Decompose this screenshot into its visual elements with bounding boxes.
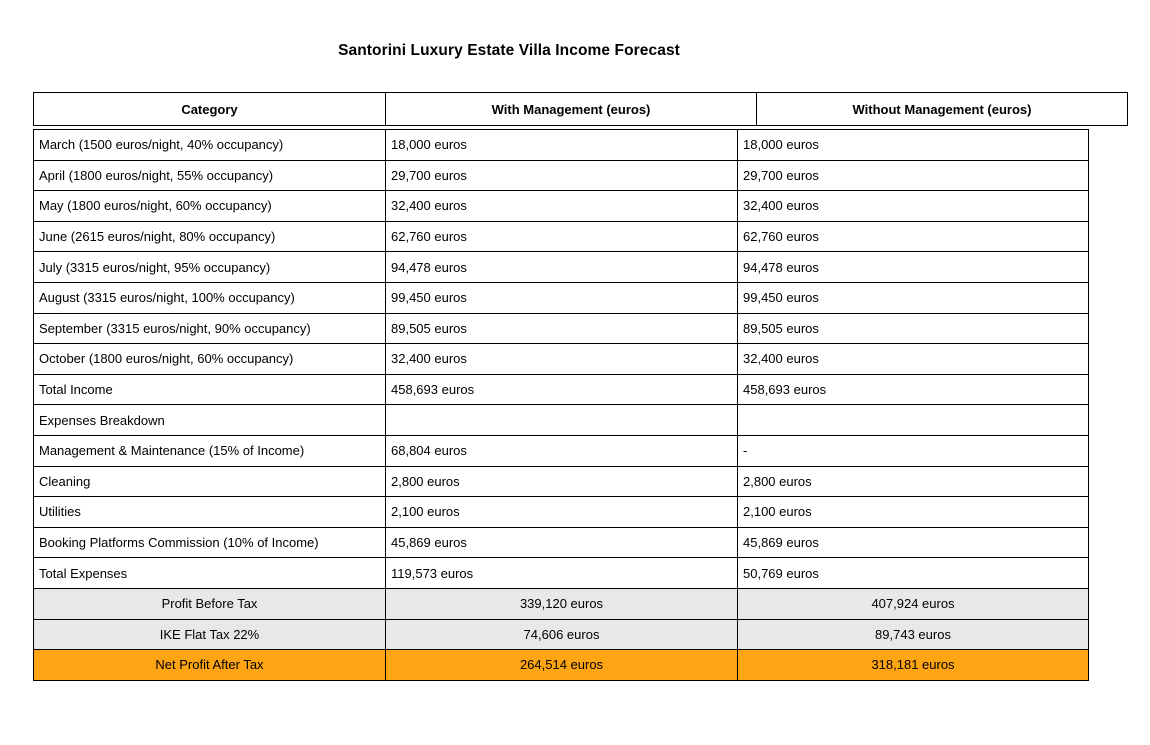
table-row: June (2615 euros/night, 80% occupancy) 62… xyxy=(33,220,1089,253)
table-row: May (1800 euros/night, 60% occupancy) 32,… xyxy=(33,190,1089,222)
without-management-cell: 94,478 euros xyxy=(737,251,1089,283)
without-management-cell: 45,869 euros xyxy=(737,526,1089,559)
with-management-cell: 29,700 euros xyxy=(385,159,738,192)
without-management-cell: 99,450 euros xyxy=(737,281,1089,314)
category-cell: April (1800 euros/night, 55% occupancy) xyxy=(33,159,386,192)
with-management-cell: 74,606 euros xyxy=(385,618,738,651)
table-row: October (1800 euros/night, 60% occupancy… xyxy=(33,343,1089,375)
with-management-cell: 458,693 euros xyxy=(385,373,738,406)
table-row: Booking Platforms Commission (10% of Inc… xyxy=(33,526,1089,559)
without-management-cell: 29,700 euros xyxy=(737,159,1089,192)
page-title: Santorini Luxury Estate Villa Income For… xyxy=(338,42,680,59)
column-header-category: Category xyxy=(33,92,386,126)
table-row: March (1500 euros/night, 40% occupancy) 1… xyxy=(33,129,1089,161)
with-management-cell: 89,505 euros xyxy=(385,312,738,345)
without-management-cell: 2,800 euros xyxy=(737,465,1089,498)
with-management-cell: 32,400 euros xyxy=(385,190,738,222)
table-row: July (3315 euros/night, 95% occupancy) 94… xyxy=(33,251,1089,283)
with-management-cell: 32,400 euros xyxy=(385,343,738,375)
table-row: Expenses Breakdown xyxy=(33,404,1089,436)
without-management-cell: 89,505 euros xyxy=(737,312,1089,345)
category-cell: May (1800 euros/night, 60% occupancy) xyxy=(33,190,386,222)
column-header-with-management: With Management (euros) xyxy=(385,92,757,126)
category-cell: Profit Before Tax xyxy=(33,587,386,620)
table-row: Total Income 458,693 euros 458,693 euros xyxy=(33,373,1089,406)
category-cell: Expenses Breakdown xyxy=(33,404,386,436)
without-management-cell: 89,743 euros xyxy=(737,618,1089,651)
without-management-cell: 407,924 euros xyxy=(737,587,1089,620)
with-management-cell: 68,804 euros xyxy=(385,434,738,467)
category-cell: September (3315 euros/night, 90% occupan… xyxy=(33,312,386,345)
without-management-cell: - xyxy=(737,434,1089,467)
table-row: Management & Maintenance (15% of Income)… xyxy=(33,434,1089,467)
without-management-cell: 18,000 euros xyxy=(737,129,1089,161)
table-row: Utilities 2,100 euros 2,100 euros xyxy=(33,496,1089,528)
with-management-cell xyxy=(385,404,738,436)
without-management-cell: 62,760 euros xyxy=(737,220,1089,253)
with-management-cell: 18,000 euros xyxy=(385,129,738,161)
with-management-cell: 2,100 euros xyxy=(385,496,738,528)
with-management-cell: 264,514 euros xyxy=(385,649,738,681)
with-management-cell: 45,869 euros xyxy=(385,526,738,559)
category-cell: March (1500 euros/night, 40% occupancy) xyxy=(33,129,386,161)
category-cell: June (2615 euros/night, 80% occupancy) xyxy=(33,220,386,253)
without-management-cell: 318,181 euros xyxy=(737,649,1089,681)
category-cell: Total Income xyxy=(33,373,386,406)
category-cell: IKE Flat Tax 22% xyxy=(33,618,386,651)
table-row: September (3315 euros/night, 90% occupan… xyxy=(33,312,1089,345)
income-table-header: Category With Management (euros) Without… xyxy=(33,92,1128,126)
income-table: March (1500 euros/night, 40% occupancy) 1… xyxy=(33,129,1089,681)
category-cell: August (3315 euros/night, 100% occupancy… xyxy=(33,281,386,314)
table-row: April (1800 euros/night, 55% occupancy) 2… xyxy=(33,159,1089,192)
table-row: IKE Flat Tax 22% 74,606 euros 89,743 euros xyxy=(33,618,1089,651)
table-row: Net Profit After Tax 264,514 euros 318,181… xyxy=(33,649,1089,681)
category-cell: Booking Platforms Commission (10% of Inc… xyxy=(33,526,386,559)
without-management-cell xyxy=(737,404,1089,436)
income-table-body: March (1500 euros/night, 40% occupancy) 1… xyxy=(33,129,1089,681)
with-management-cell: 62,760 euros xyxy=(385,220,738,253)
category-cell: October (1800 euros/night, 60% occupancy… xyxy=(33,343,386,375)
category-cell: July (3315 euros/night, 95% occupancy) xyxy=(33,251,386,283)
without-management-cell: 458,693 euros xyxy=(737,373,1089,406)
category-cell: Total Expenses xyxy=(33,557,386,589)
column-header-without-management: Without Management (euros) xyxy=(756,92,1128,126)
with-management-cell: 119,573 euros xyxy=(385,557,738,589)
table-row: August (3315 euros/night, 100% occupancy… xyxy=(33,281,1089,314)
without-management-cell: 2,100 euros xyxy=(737,496,1089,528)
table-row: Profit Before Tax 339,120 euros 407,924 eu… xyxy=(33,587,1089,620)
without-management-cell: 32,400 euros xyxy=(737,343,1089,375)
with-management-cell: 94,478 euros xyxy=(385,251,738,283)
category-cell: Utilities xyxy=(33,496,386,528)
with-management-cell: 99,450 euros xyxy=(385,281,738,314)
table-row: Total Expenses 119,573 euros 50,769 euros xyxy=(33,557,1089,589)
with-management-cell: 2,800 euros xyxy=(385,465,738,498)
without-management-cell: 50,769 euros xyxy=(737,557,1089,589)
table-row: Cleaning 2,800 euros 2,800 euros xyxy=(33,465,1089,498)
category-cell: Cleaning xyxy=(33,465,386,498)
category-cell: Net Profit After Tax xyxy=(33,649,386,681)
header-row: Category With Management (euros) Without… xyxy=(33,92,1128,126)
with-management-cell: 339,120 euros xyxy=(385,587,738,620)
category-cell: Management & Maintenance (15% of Income) xyxy=(33,434,386,467)
without-management-cell: 32,400 euros xyxy=(737,190,1089,222)
